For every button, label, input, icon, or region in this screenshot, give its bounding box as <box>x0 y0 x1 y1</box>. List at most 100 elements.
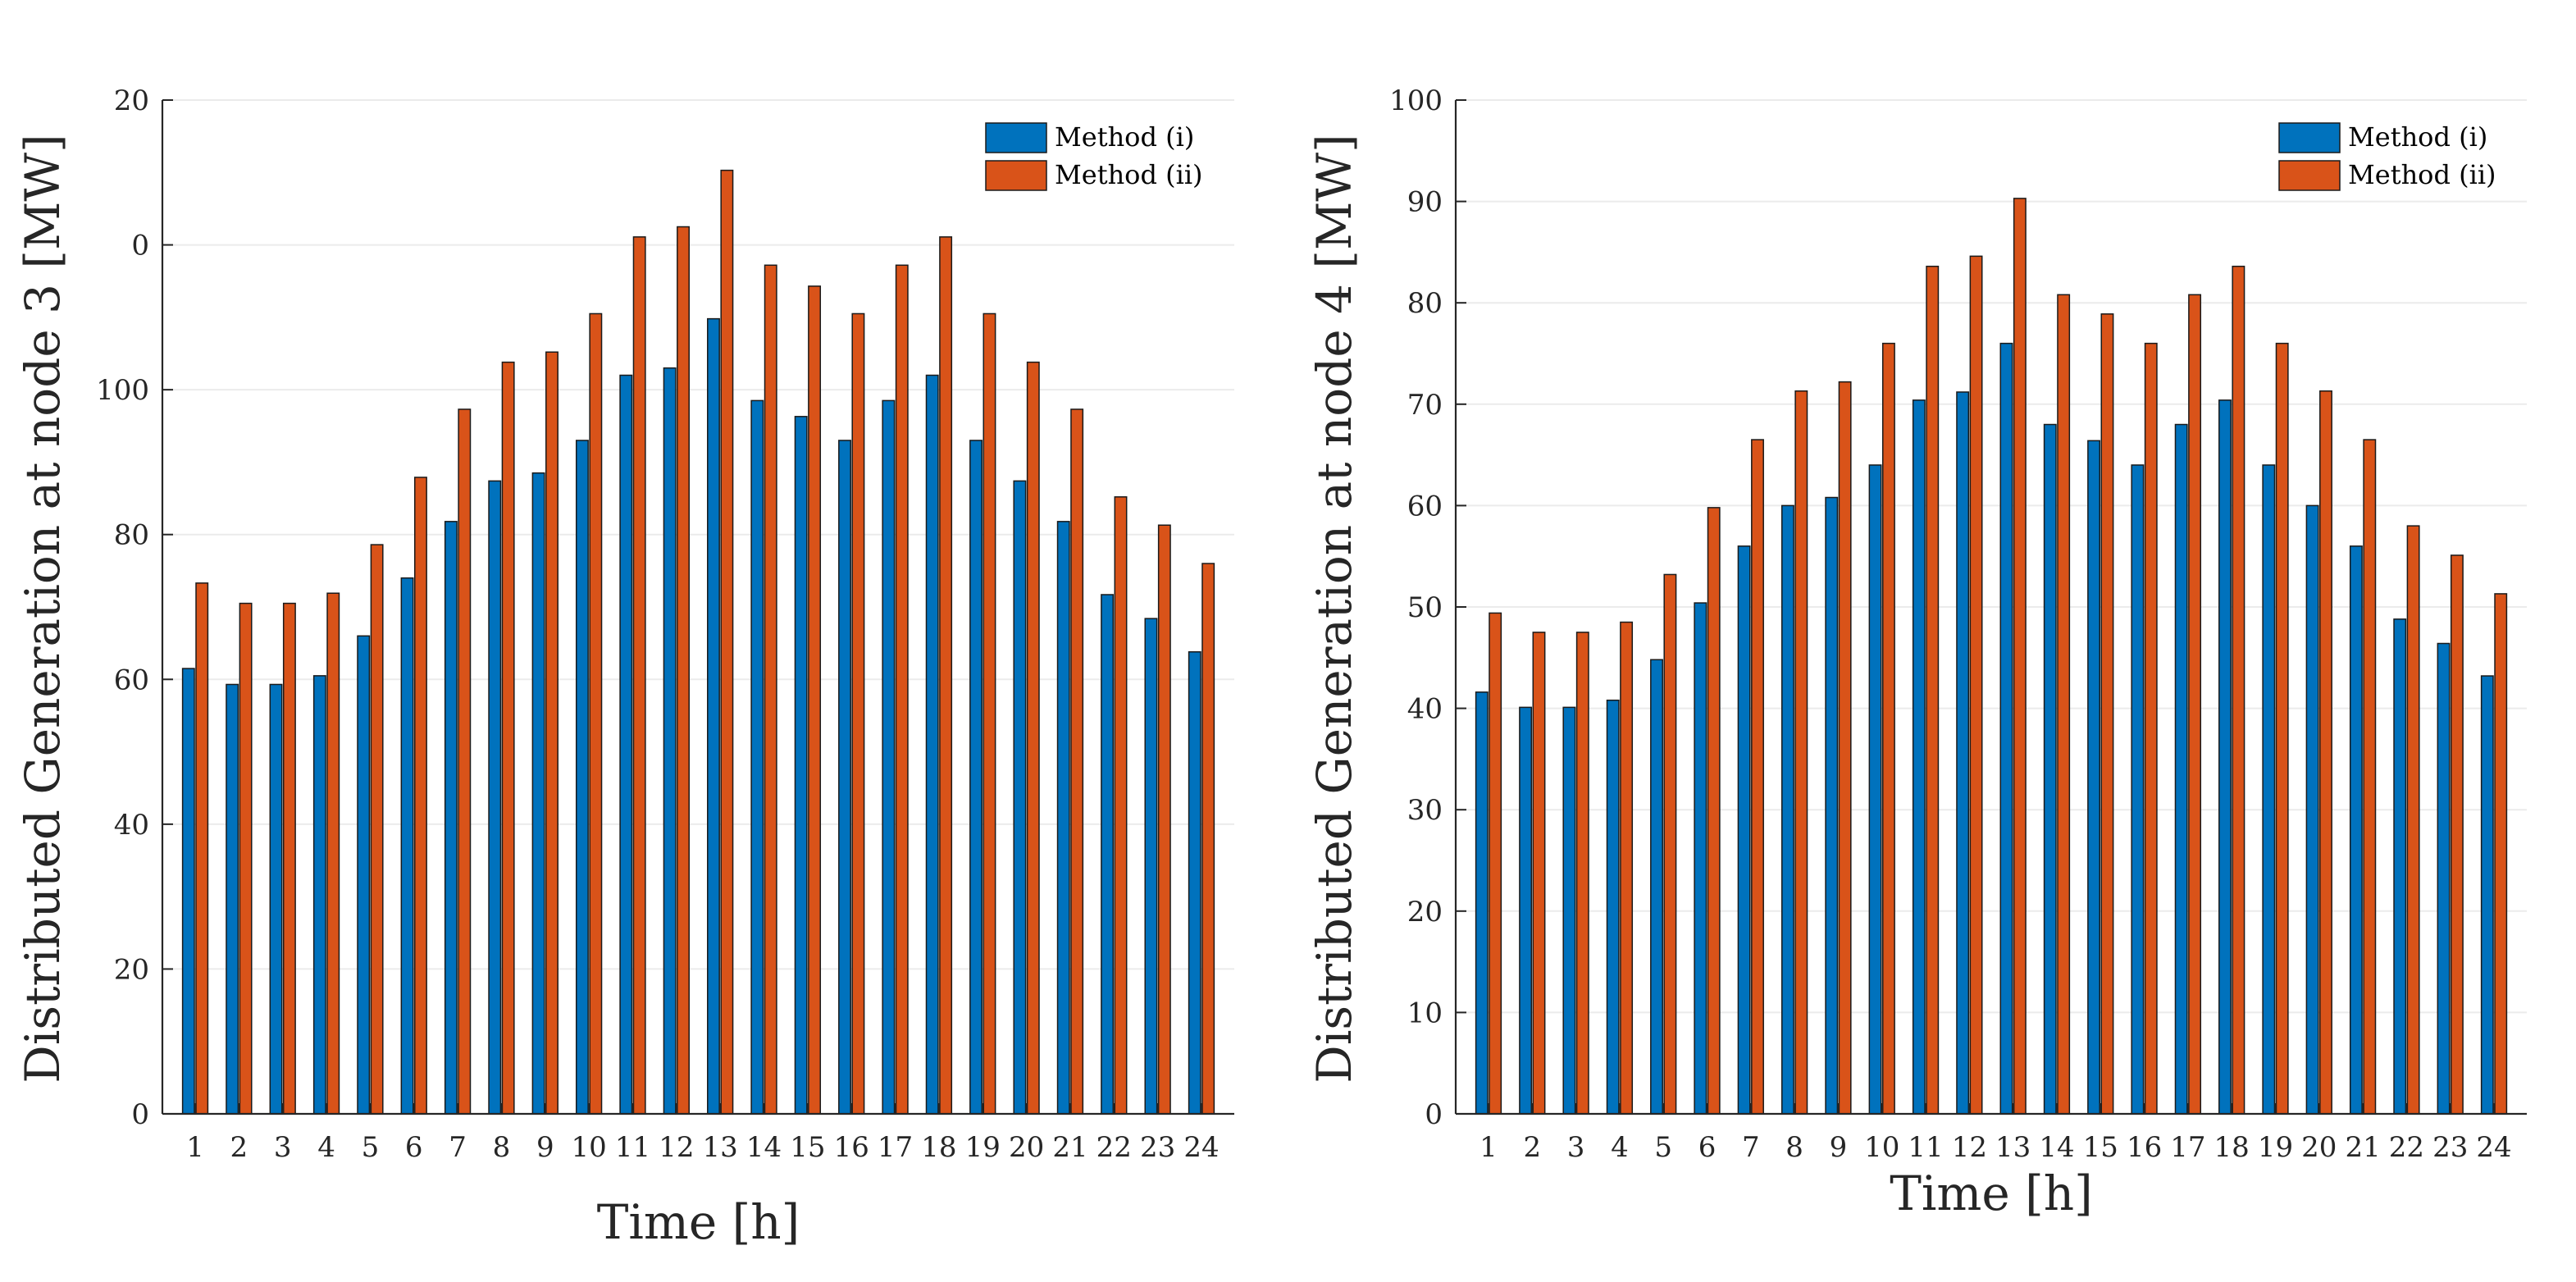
bar-method-ii-h24 <box>2494 593 2508 1115</box>
bar-method-ii-h19 <box>983 313 996 1115</box>
y-tick-label: 10 <box>1407 997 1443 1029</box>
y-tick-label: 60 <box>1407 490 1443 522</box>
bar-method-ii-h2 <box>239 602 253 1115</box>
y-tick-label: 20 <box>114 84 149 117</box>
bar-method-ii-h20 <box>2319 390 2332 1115</box>
bar-method-ii-h22 <box>1114 496 1128 1115</box>
x-axis-label: Time [h] <box>597 1194 800 1250</box>
bar-method-i-h21 <box>2349 545 2363 1115</box>
legend-label-method-i: Method (i) <box>1055 121 1194 153</box>
bar-method-ii-h7 <box>1751 439 1764 1115</box>
bar-method-ii-h6 <box>413 477 427 1115</box>
bar-method-i-h23 <box>2437 642 2451 1115</box>
x-tick-label: 3 <box>274 1131 292 1164</box>
x-tick-label: 21 <box>1052 1131 1087 1164</box>
bar-method-ii-h10 <box>1881 342 1895 1115</box>
bar-method-ii-h3 <box>282 602 296 1115</box>
y-tick-label: 50 <box>1407 591 1443 624</box>
bar-method-i-h5 <box>357 635 371 1115</box>
bar-method-ii-h4 <box>1620 621 1634 1115</box>
y-tick-label: 20 <box>114 953 149 986</box>
bar-method-ii-h11 <box>632 236 646 1115</box>
bar-method-ii-h21 <box>2363 439 2377 1115</box>
x-tick-label: 7 <box>449 1131 467 1164</box>
bar-method-ii-h16 <box>2144 342 2158 1115</box>
bar-method-ii-h18 <box>939 236 953 1115</box>
bar-method-i-h7 <box>1737 545 1751 1115</box>
y-tick-label: 40 <box>114 809 149 842</box>
legend: Method (i) Method (ii) <box>2278 121 2496 191</box>
bar-method-ii-h2 <box>1532 632 1546 1115</box>
bar-method-ii-h22 <box>2406 525 2420 1115</box>
y-axis-label: Distributed Generation at node 3 [MW] <box>15 134 71 1083</box>
x-tick-label: 8 <box>1785 1131 1803 1164</box>
bar-method-i-h18 <box>925 374 939 1115</box>
bar-method-i-h10 <box>1868 464 1882 1115</box>
x-tick-label: 8 <box>493 1131 511 1164</box>
x-tick-label: 15 <box>790 1131 825 1164</box>
bar-method-i-h23 <box>1144 618 1158 1115</box>
y-tick-label: 0 <box>1425 1098 1443 1131</box>
bar-method-ii-h14 <box>2057 294 2071 1115</box>
bar-method-ii-h5 <box>1663 573 1677 1115</box>
bar-method-ii-h14 <box>764 264 777 1115</box>
bar-method-i-h7 <box>444 521 458 1115</box>
bar-method-i-h1 <box>1475 691 1489 1115</box>
x-tick-label: 20 <box>2301 1131 2337 1164</box>
bar-method-ii-h9 <box>1838 381 1852 1115</box>
y-tick-label: 100 <box>96 374 149 407</box>
bar-method-ii-h7 <box>458 408 472 1115</box>
bar-method-i-h6 <box>1694 602 1707 1115</box>
bar-method-i-h6 <box>400 577 414 1115</box>
bar-method-i-h11 <box>619 374 633 1115</box>
bar-method-i-h12 <box>663 367 677 1115</box>
bar-method-ii-h15 <box>2100 313 2114 1115</box>
x-tick-label: 1 <box>1479 1131 1498 1164</box>
y-tick-label: 20 <box>1407 896 1443 928</box>
x-tick-label: 24 <box>1183 1131 1219 1164</box>
bar-method-i-h8 <box>488 480 502 1115</box>
x-tick-label: 17 <box>2170 1131 2205 1164</box>
legend-swatch-method-i <box>2278 122 2341 153</box>
bar-method-ii-h20 <box>1026 361 1040 1115</box>
x-tick-label: 12 <box>659 1131 694 1164</box>
y-tick-label: 0 <box>131 230 149 262</box>
x-tick-label: 16 <box>2127 1131 2162 1164</box>
x-tick-label: 18 <box>2214 1131 2250 1164</box>
x-tick-label: 4 <box>317 1131 335 1164</box>
bar-method-i-h11 <box>1912 399 1926 1115</box>
bar-method-i-h3 <box>269 683 283 1115</box>
bar-method-i-h10 <box>575 440 589 1115</box>
y-tick-label: 40 <box>1407 693 1443 726</box>
x-tick-label: 22 <box>1097 1131 1132 1164</box>
bar-method-ii-h16 <box>851 313 865 1115</box>
bar-method-ii-h8 <box>501 361 515 1115</box>
x-tick-label: 6 <box>405 1131 423 1164</box>
bar-method-i-h14 <box>2043 423 2057 1115</box>
x-tick-label: 9 <box>536 1131 554 1164</box>
bar-method-i-h9 <box>1825 496 1839 1115</box>
x-tick-label: 7 <box>1742 1131 1760 1164</box>
x-tick-label: 13 <box>1995 1131 2031 1164</box>
bar-method-i-h17 <box>2174 423 2188 1115</box>
bar-method-i-h22 <box>2393 618 2407 1115</box>
y-tick-label: 30 <box>1407 794 1443 827</box>
bar-method-ii-h1 <box>195 582 209 1115</box>
x-axis-label: Time [h] <box>1890 1166 2093 1221</box>
bar-method-i-h12 <box>1956 391 1970 1115</box>
bar-method-i-h16 <box>838 440 851 1115</box>
bar-method-i-h13 <box>1999 342 2013 1115</box>
legend-swatch-method-ii <box>985 160 1047 191</box>
x-tick-label: 22 <box>2389 1131 2424 1164</box>
bar-method-ii-h15 <box>808 285 822 1115</box>
bar-method-i-h18 <box>2218 399 2232 1115</box>
legend-swatch-method-ii <box>2278 160 2341 191</box>
bar-method-ii-h13 <box>720 169 734 1115</box>
bar-method-i-h4 <box>312 675 326 1115</box>
y-tick-label: 60 <box>114 664 149 696</box>
x-tick-label: 14 <box>2039 1131 2074 1164</box>
x-tick-label: 19 <box>965 1131 1001 1164</box>
bar-method-ii-h8 <box>1794 390 1808 1115</box>
legend-label-method-ii: Method (ii) <box>2348 159 2496 190</box>
